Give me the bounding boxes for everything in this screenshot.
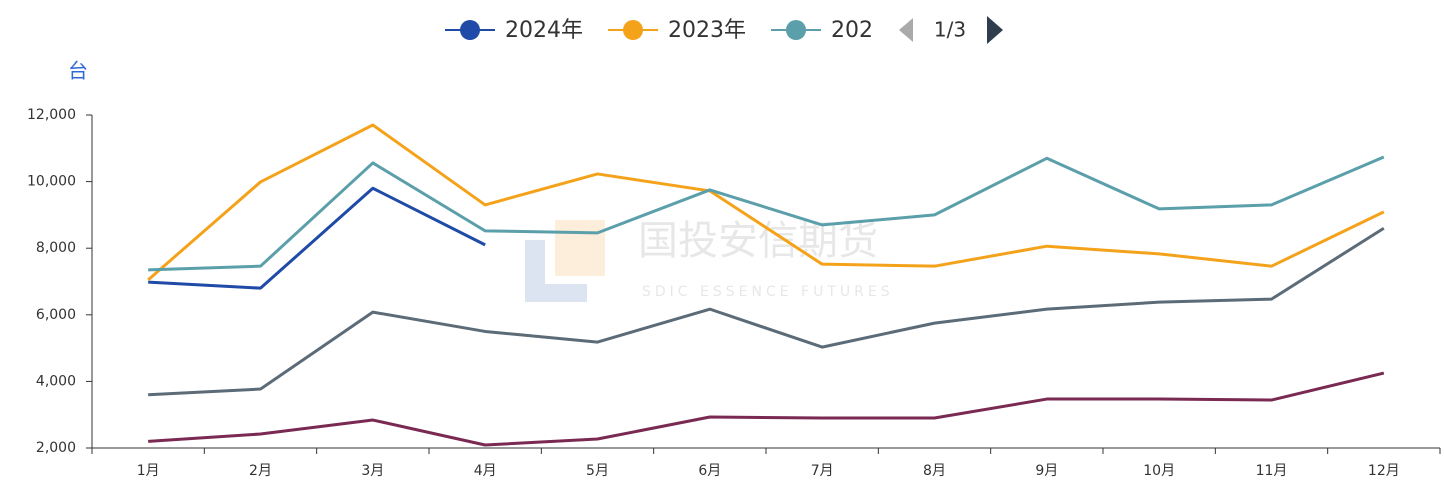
watermark-logo xyxy=(525,240,545,302)
legend-next[interactable] xyxy=(987,16,1003,44)
series-line xyxy=(148,155,1385,272)
series-line xyxy=(147,123,1385,281)
y-tick-label: 10,000 xyxy=(27,174,76,190)
y-tick-label: 2,000 xyxy=(36,440,76,456)
watermark-subtitle: SDIC ESSENCE FUTURES xyxy=(642,284,894,300)
x-tick-label: 1月 xyxy=(137,463,160,479)
legend-label: 202 xyxy=(831,18,873,43)
x-tick-label: 5月 xyxy=(586,463,609,479)
x-tick-label: 10月 xyxy=(1143,463,1175,479)
legend-label: 2023年 xyxy=(668,18,746,43)
y-axis-label: 台 xyxy=(68,59,88,83)
x-tick-label: 2月 xyxy=(249,463,272,479)
x-tick-label: 8月 xyxy=(923,463,946,479)
series-line xyxy=(148,371,1385,447)
x-tick-label: 7月 xyxy=(811,463,834,479)
legend-swatch xyxy=(460,20,480,40)
legend-label: 2024年 xyxy=(505,18,583,43)
y-tick-label: 4,000 xyxy=(36,373,76,389)
watermark-logo xyxy=(525,284,587,302)
watermark-title: 国投安信期货 xyxy=(638,218,878,264)
x-tick-label: 4月 xyxy=(474,463,497,479)
legend-swatch xyxy=(786,20,806,40)
x-tick-label: 12月 xyxy=(1368,463,1400,479)
watermark-logo xyxy=(555,220,605,276)
legend-page: 1/3 xyxy=(934,18,966,42)
y-tick-label: 8,000 xyxy=(36,240,76,256)
y-tick-label: 12,000 xyxy=(27,107,76,123)
x-tick-label: 11月 xyxy=(1256,463,1288,479)
series-line xyxy=(148,186,486,290)
series-line xyxy=(148,226,1385,397)
x-tick-label: 3月 xyxy=(361,463,384,479)
x-tick-label: 6月 xyxy=(698,463,721,479)
legend-swatch xyxy=(623,20,643,40)
legend-pager: 1/3 xyxy=(899,16,1003,44)
legend-prev[interactable] xyxy=(899,18,913,42)
watermark: 国投安信期货 SDIC ESSENCE FUTURES xyxy=(525,218,894,302)
y-tick-label: 6,000 xyxy=(36,307,76,323)
x-tick-label: 9月 xyxy=(1035,463,1058,479)
